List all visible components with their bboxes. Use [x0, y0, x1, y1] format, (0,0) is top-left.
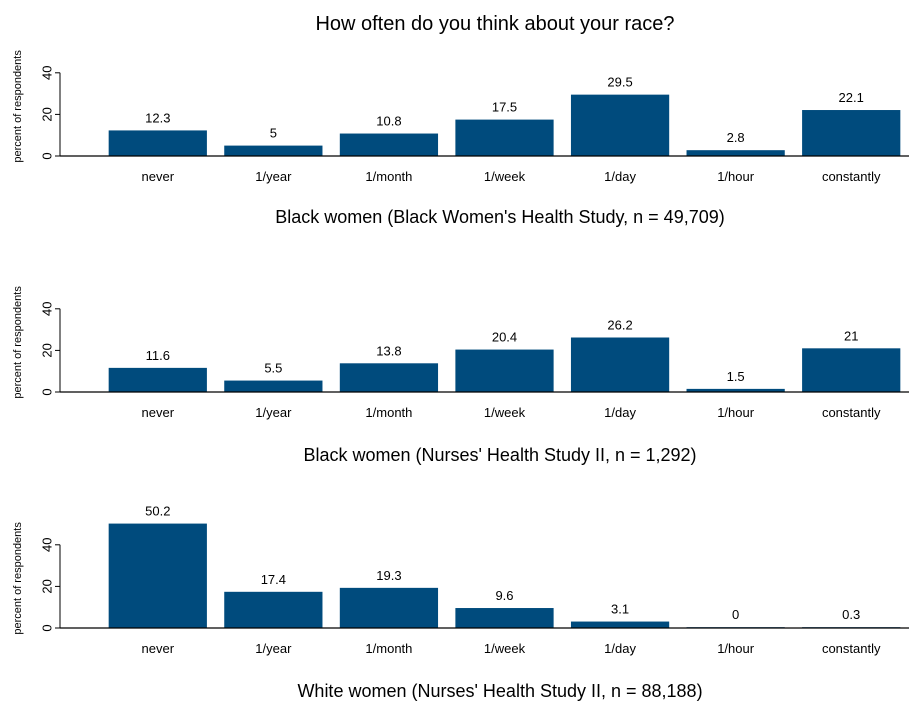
bar-1-year: [224, 591, 323, 628]
panel-title: Black women (Nurses' Health Study II, n …: [303, 445, 696, 465]
data-label: 20.4: [492, 330, 517, 345]
data-label: 26.2: [607, 318, 632, 333]
bar-1-month: [339, 587, 439, 628]
data-label: 10.8: [376, 114, 401, 129]
x-tick-label: never: [142, 405, 175, 420]
data-label: 2.8: [727, 130, 745, 145]
data-label: 13.8: [376, 343, 401, 358]
bar-1-week: [455, 119, 554, 156]
x-tick-label: 1/day: [604, 641, 636, 656]
data-label: 11.6: [146, 348, 170, 363]
y-axis-title: percent of respondents: [12, 286, 24, 399]
x-tick-label: 1/week: [484, 641, 526, 656]
bar-constantly: [802, 110, 901, 156]
panel-title: Black women (Black Women's Health Study,…: [275, 207, 724, 227]
x-tick-label: never: [142, 641, 175, 656]
panel-title: White women (Nurses' Health Study II, n …: [297, 681, 702, 701]
bar-1-year: [224, 145, 323, 156]
x-tick-label: 1/month: [365, 641, 412, 656]
data-label: 0: [732, 607, 739, 622]
data-label: 50.2: [145, 504, 170, 519]
x-tick-label: 1/week: [484, 169, 526, 184]
data-label: 3.1: [611, 602, 629, 617]
y-tick-label: 0: [40, 388, 55, 395]
y-tick-label: 40: [40, 302, 55, 316]
x-tick-label: 1/week: [484, 405, 526, 420]
y-tick-label: 20: [40, 579, 55, 593]
y-tick-label: 0: [40, 624, 55, 631]
bar-1-week: [455, 349, 554, 392]
bar-1-month: [339, 133, 439, 156]
y-axis-title: percent of respondents: [12, 522, 24, 635]
data-label: 5.5: [264, 361, 282, 376]
data-label: 0.3: [842, 607, 860, 622]
x-tick-label: 1/day: [604, 405, 636, 420]
bar-never: [108, 130, 207, 156]
chart-title: How often do you think about your race?: [315, 13, 674, 35]
x-tick-label: 1/day: [604, 169, 636, 184]
bar-1-day: [570, 621, 670, 628]
y-tick-label: 40: [40, 538, 55, 552]
data-label: 29.5: [607, 75, 632, 90]
bar-1-hour: [686, 388, 785, 392]
bar-1-year: [224, 380, 323, 392]
data-label: 12.3: [145, 110, 170, 125]
bar-constantly: [802, 348, 901, 392]
data-label: 17.5: [492, 100, 517, 115]
bar-1-month: [339, 363, 439, 392]
bar-1-week: [455, 608, 554, 628]
data-label: 19.3: [376, 568, 401, 583]
bar-1-day: [570, 337, 670, 392]
data-label: 21: [844, 328, 858, 343]
x-tick-label: 1/hour: [717, 405, 755, 420]
y-axis-title: percent of respondents: [12, 50, 24, 163]
x-tick-label: 1/hour: [717, 169, 755, 184]
x-tick-label: constantly: [822, 405, 881, 420]
x-tick-label: 1/month: [365, 169, 412, 184]
x-tick-label: 1/year: [255, 641, 292, 656]
data-label: 17.4: [261, 572, 286, 587]
x-tick-label: never: [142, 169, 175, 184]
data-label: 22.1: [839, 90, 864, 105]
y-tick-label: 20: [40, 107, 55, 121]
bar-1-day: [570, 94, 670, 156]
bar-1-hour: [686, 150, 785, 156]
x-tick-label: 1/year: [255, 405, 292, 420]
bar-never: [108, 523, 207, 628]
y-tick-label: 0: [40, 152, 55, 159]
x-tick-label: constantly: [822, 641, 881, 656]
data-label: 5: [270, 126, 277, 141]
y-tick-label: 40: [40, 66, 55, 80]
data-label: 9.6: [495, 588, 513, 603]
bar-never: [108, 367, 207, 392]
x-tick-label: 1/year: [255, 169, 292, 184]
data-label: 1.5: [727, 369, 745, 384]
x-tick-label: constantly: [822, 169, 881, 184]
x-tick-label: 1/hour: [717, 641, 755, 656]
x-tick-label: 1/month: [365, 405, 412, 420]
y-tick-label: 20: [40, 343, 55, 357]
